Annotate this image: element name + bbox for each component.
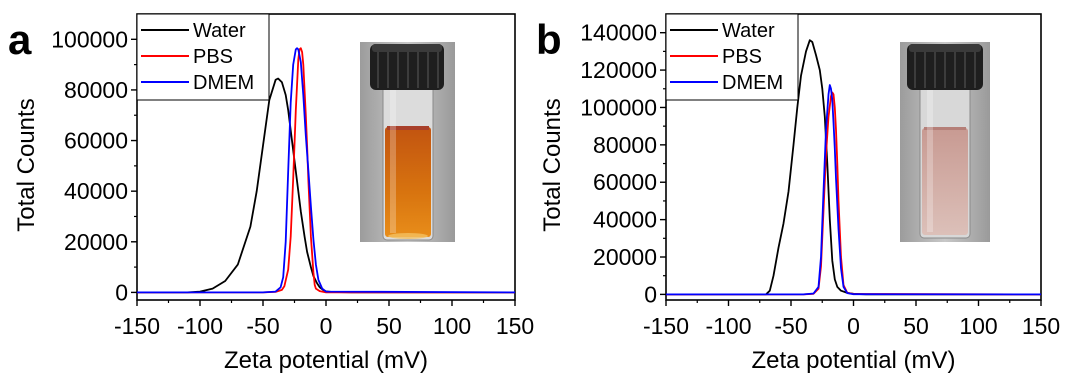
x-tick-label-b-1: -100 <box>705 313 751 339</box>
y-tick-label-b-3: 60000 <box>593 169 657 195</box>
inset-photo-vial-orange <box>360 42 455 242</box>
y-tick-label-a-4: 80000 <box>64 77 128 103</box>
panel-a: a -150 -100 -50 0 50 100 150 0 20000 40000 60000 80… <box>8 13 534 374</box>
y-axis-label-b: Total Counts <box>539 98 566 231</box>
x-tick-label-b-0: -150 <box>643 313 689 339</box>
legend-label-a-dmem: DMEM <box>193 72 254 94</box>
y-tick-label-a-3: 60000 <box>64 128 128 154</box>
legend-label-b-dmem: DMEM <box>722 72 783 94</box>
panel-b-letter: b <box>536 16 562 63</box>
x-tick-label-a-0: -150 <box>114 313 160 339</box>
x-tick-label-a-1: -100 <box>177 313 223 339</box>
x-axis-label-a: Zeta potential (mV) <box>224 347 428 374</box>
panel-a-letter: a <box>8 16 32 63</box>
plot-area-b: -150 -100 -50 0 50 100 150 0 20000 40000 60000 8000… <box>539 13 1060 374</box>
y-tick-label-a-1: 20000 <box>64 229 128 255</box>
x-tick-label-a-2: -50 <box>246 313 279 339</box>
inset-photo-vial-pink <box>900 42 990 242</box>
y-tick-label-b-1: 20000 <box>593 244 657 270</box>
series-line-a-water <box>137 77 515 294</box>
y-tick-label-b-4: 80000 <box>593 132 657 158</box>
x-tick-label-b-6: 150 <box>1022 313 1060 339</box>
y-tick-label-b-2: 40000 <box>593 207 657 233</box>
series-line-a-dmem <box>137 47 515 294</box>
panel-b: b -150 -100 -50 0 50 100 150 0 20000 40000 60000 80… <box>536 13 1060 374</box>
legend-box-a <box>136 13 270 101</box>
x-tick-label-a-3: 0 <box>320 313 333 339</box>
legend-label-a-pbs: PBS <box>193 46 233 68</box>
y-tick-label-b-0: 0 <box>644 281 657 307</box>
legend-label-b-water: Water <box>722 20 775 42</box>
x-tick-label-b-2: -50 <box>774 313 807 339</box>
x-axis-label-b: Zeta potential (mV) <box>751 347 955 374</box>
y-tick-label-a-0: 0 <box>115 279 128 305</box>
x-tick-label-b-4: 50 <box>903 313 929 339</box>
y-tick-label-b-5: 100000 <box>580 94 657 120</box>
y-tick-label-a-5: 100000 <box>51 26 128 52</box>
y-axis-label-a: Total Counts <box>13 98 40 231</box>
y-tick-label-b-6: 120000 <box>580 57 657 83</box>
x-tick-label-a-5: 100 <box>433 313 471 339</box>
x-tick-label-a-4: 50 <box>376 313 402 339</box>
x-tick-label-b-3: 0 <box>847 313 860 339</box>
series-line-b-water <box>666 39 1041 296</box>
x-tick-label-a-6: 150 <box>496 313 534 339</box>
series-line-a-pbs <box>137 47 515 294</box>
y-tick-label-b-7: 140000 <box>580 20 657 46</box>
x-tick-label-b-5: 100 <box>959 313 997 339</box>
series-line-b-dmem <box>666 84 1041 296</box>
legend-label-b-pbs: PBS <box>722 46 762 68</box>
legend-label-a-water: Water <box>193 20 246 42</box>
plot-area-a: -150 -100 -50 0 50 100 150 0 20000 40000 60000 8000… <box>13 13 534 374</box>
y-tick-label-a-2: 40000 <box>64 178 128 204</box>
